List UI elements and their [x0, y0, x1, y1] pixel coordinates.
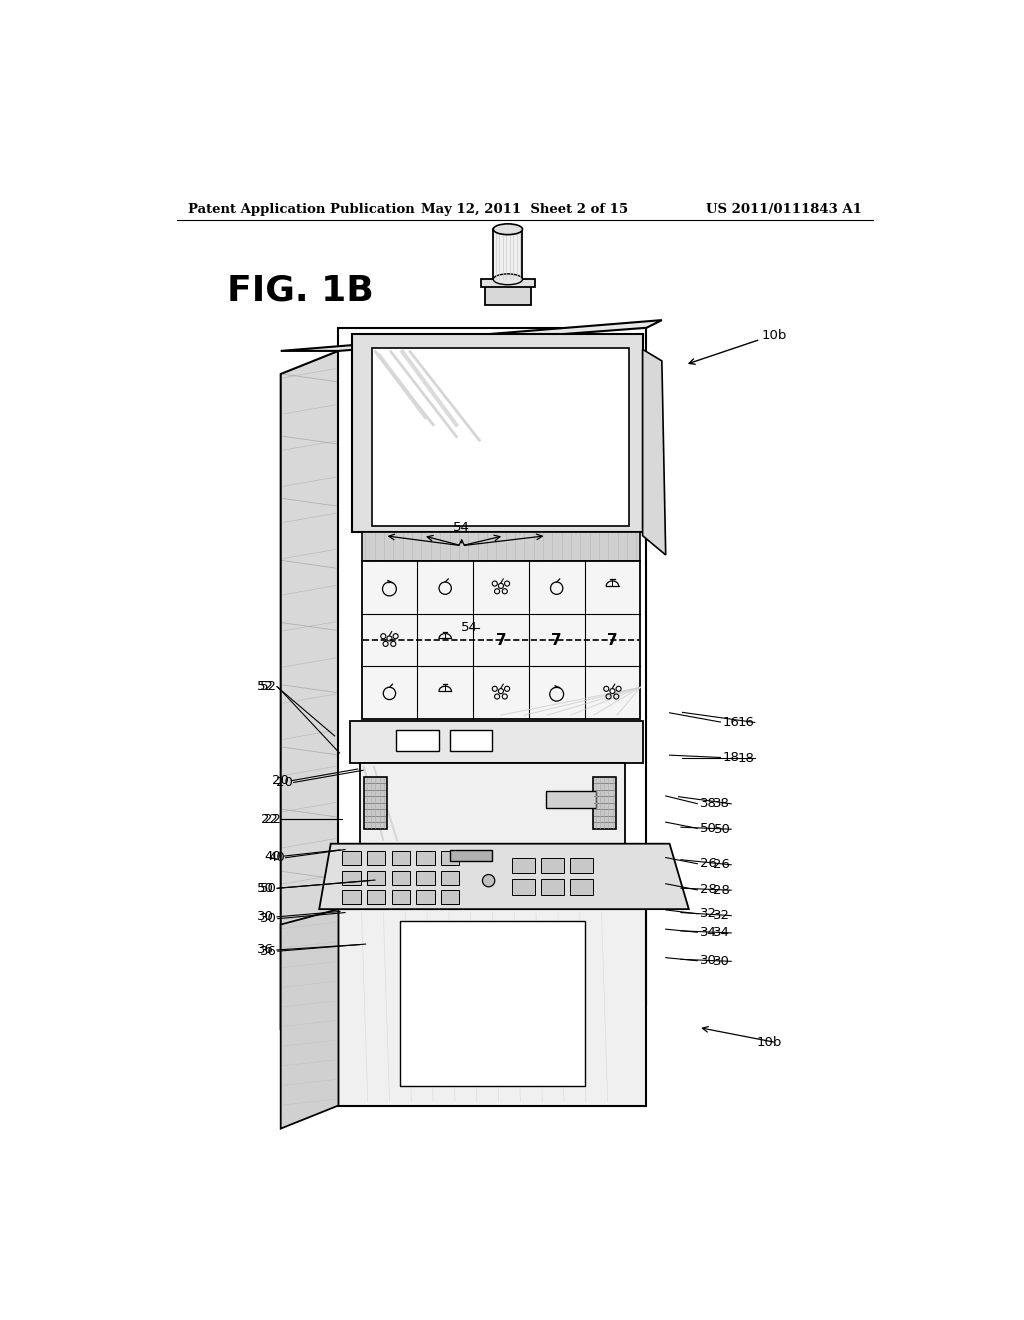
- FancyBboxPatch shape: [352, 334, 643, 532]
- Text: 16: 16: [723, 715, 739, 729]
- Text: 38: 38: [699, 797, 717, 810]
- FancyBboxPatch shape: [396, 730, 438, 751]
- FancyBboxPatch shape: [342, 890, 360, 904]
- FancyBboxPatch shape: [361, 561, 640, 719]
- FancyBboxPatch shape: [367, 851, 385, 866]
- FancyBboxPatch shape: [484, 285, 531, 305]
- FancyBboxPatch shape: [441, 890, 460, 904]
- Text: 22: 22: [261, 813, 278, 825]
- Polygon shape: [281, 321, 662, 351]
- Text: FIG. 1B: FIG. 1B: [226, 275, 374, 308]
- FancyBboxPatch shape: [372, 348, 629, 525]
- Text: 10b: 10b: [762, 329, 787, 342]
- Text: 20: 20: [272, 774, 289, 787]
- FancyBboxPatch shape: [416, 890, 435, 904]
- FancyBboxPatch shape: [391, 851, 410, 866]
- Text: 7: 7: [551, 632, 562, 648]
- Text: 54: 54: [454, 521, 470, 535]
- FancyBboxPatch shape: [593, 776, 615, 829]
- FancyBboxPatch shape: [494, 230, 522, 280]
- FancyBboxPatch shape: [512, 858, 535, 873]
- Text: 28: 28: [699, 883, 717, 896]
- FancyBboxPatch shape: [541, 879, 564, 895]
- Ellipse shape: [494, 273, 522, 285]
- Polygon shape: [643, 350, 666, 554]
- FancyBboxPatch shape: [391, 890, 410, 904]
- FancyBboxPatch shape: [570, 879, 593, 895]
- Circle shape: [482, 874, 495, 887]
- Text: 16: 16: [737, 715, 754, 729]
- FancyBboxPatch shape: [342, 871, 360, 884]
- Polygon shape: [281, 351, 339, 1028]
- Text: 22: 22: [264, 813, 281, 825]
- FancyBboxPatch shape: [441, 851, 460, 866]
- Text: 7: 7: [607, 632, 617, 648]
- Text: 28: 28: [714, 883, 730, 896]
- FancyBboxPatch shape: [512, 879, 535, 895]
- FancyBboxPatch shape: [342, 851, 360, 866]
- Text: 30: 30: [257, 911, 273, 924]
- Text: 20: 20: [275, 776, 293, 789]
- Ellipse shape: [494, 224, 522, 235]
- FancyBboxPatch shape: [367, 890, 385, 904]
- Text: 30: 30: [260, 912, 276, 925]
- Text: May 12, 2011  Sheet 2 of 15: May 12, 2011 Sheet 2 of 15: [421, 203, 629, 216]
- Text: US 2011/0111843 A1: US 2011/0111843 A1: [707, 203, 862, 216]
- FancyBboxPatch shape: [361, 532, 640, 561]
- Text: 40: 40: [264, 850, 282, 862]
- Polygon shape: [281, 909, 339, 1129]
- Text: 36: 36: [260, 945, 276, 958]
- Text: 50: 50: [257, 882, 273, 895]
- Text: 18: 18: [737, 751, 754, 764]
- Text: 32: 32: [699, 907, 717, 920]
- FancyBboxPatch shape: [481, 280, 535, 286]
- Text: 40: 40: [268, 851, 285, 865]
- Text: 26: 26: [714, 858, 730, 871]
- FancyBboxPatch shape: [391, 871, 410, 884]
- FancyBboxPatch shape: [367, 871, 385, 884]
- Text: 7: 7: [496, 632, 506, 648]
- Text: 26: 26: [699, 857, 717, 870]
- FancyBboxPatch shape: [339, 327, 646, 1006]
- Text: 36: 36: [257, 944, 273, 957]
- Text: 38: 38: [714, 797, 730, 810]
- Text: 30: 30: [699, 954, 717, 968]
- Text: 52: 52: [260, 680, 278, 693]
- Text: 50: 50: [714, 822, 730, 836]
- FancyBboxPatch shape: [547, 792, 596, 808]
- Text: 52: 52: [257, 680, 273, 693]
- FancyBboxPatch shape: [416, 851, 435, 866]
- FancyBboxPatch shape: [451, 730, 493, 751]
- Text: 30: 30: [714, 954, 730, 968]
- Text: 34: 34: [714, 927, 730, 940]
- FancyBboxPatch shape: [541, 858, 564, 873]
- Polygon shape: [319, 843, 689, 909]
- Text: 54: 54: [461, 622, 478, 635]
- Text: 10b: 10b: [757, 1036, 782, 1049]
- FancyBboxPatch shape: [350, 721, 643, 763]
- Polygon shape: [339, 909, 646, 1106]
- Text: 18: 18: [723, 751, 739, 764]
- FancyBboxPatch shape: [360, 763, 625, 843]
- Text: 32: 32: [714, 909, 730, 923]
- Text: 50: 50: [699, 822, 717, 834]
- Text: Patent Application Publication: Patent Application Publication: [188, 203, 415, 216]
- FancyBboxPatch shape: [400, 921, 585, 1086]
- FancyBboxPatch shape: [451, 850, 493, 861]
- FancyBboxPatch shape: [441, 871, 460, 884]
- Text: 50: 50: [260, 882, 276, 895]
- Text: 34: 34: [699, 925, 717, 939]
- FancyBboxPatch shape: [364, 776, 387, 829]
- FancyBboxPatch shape: [570, 858, 593, 873]
- FancyBboxPatch shape: [416, 871, 435, 884]
